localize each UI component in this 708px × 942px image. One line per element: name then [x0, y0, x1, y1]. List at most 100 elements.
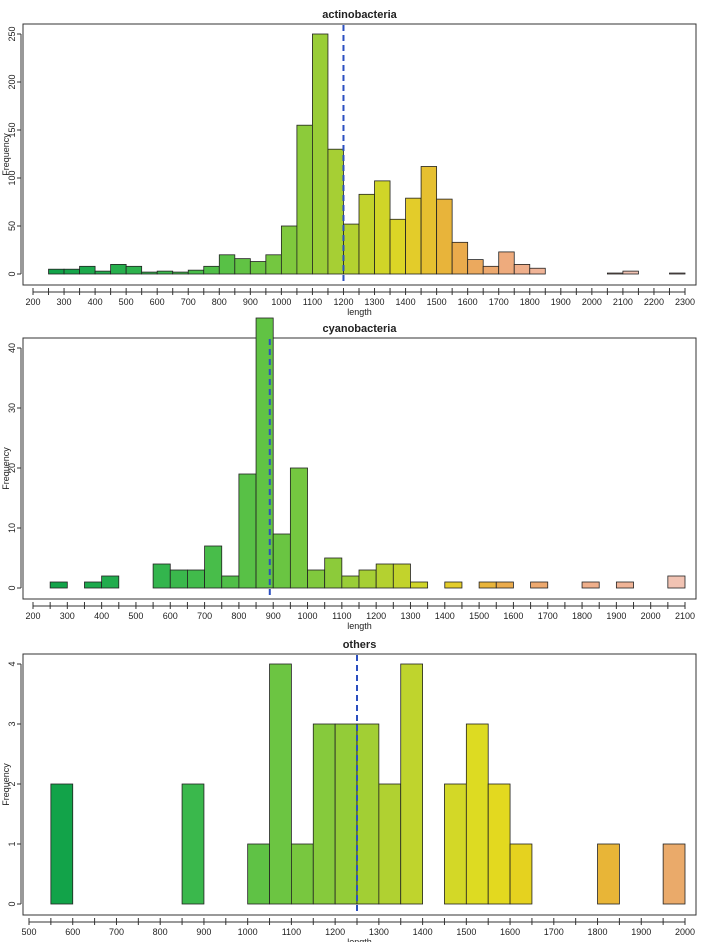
histogram-bar [478, 581, 497, 589]
histogram-bar [662, 843, 686, 905]
histogram-bar [272, 533, 291, 589]
histogram-bar [156, 270, 174, 275]
x-tick-label: 400 [94, 611, 109, 621]
histogram-bar [615, 581, 634, 589]
x-tick-label: 1800 [520, 297, 540, 307]
histogram-bar [238, 473, 257, 589]
histogram-bar [482, 265, 500, 275]
y-tick-label: 2 [7, 781, 17, 786]
histogram-bar [94, 270, 112, 275]
histogram-bar [410, 581, 429, 589]
x-tick-label: 600 [65, 927, 80, 937]
x-tick-label: 2100 [613, 297, 633, 307]
histogram-bar [221, 575, 240, 589]
histogram-bar [79, 265, 96, 275]
histogram-bar [341, 575, 360, 589]
histogram-bar [110, 263, 127, 275]
chart-title: cyanobacteria [323, 323, 398, 335]
x-axis-label: length [347, 937, 372, 942]
x-tick-label: 1300 [400, 611, 420, 621]
x-tick-label: 1100 [282, 927, 301, 937]
histogram-bar [509, 843, 533, 905]
x-tick-label: 1400 [396, 297, 416, 307]
histogram-bar [436, 198, 453, 275]
x-axis-label: length [347, 621, 372, 631]
x-tick-label: 2100 [675, 611, 695, 621]
y-axis-label: Frequency [1, 133, 11, 176]
x-tick-label: 800 [153, 927, 168, 937]
x-tick-label: 200 [25, 297, 40, 307]
x-tick-label: 2000 [582, 297, 602, 307]
histogram-bar [467, 259, 484, 275]
histogram-bar [48, 268, 65, 275]
plot-frame [22, 653, 697, 916]
x-axis-label: length [347, 307, 372, 317]
y-tick-label: 100 [7, 170, 17, 185]
plot-frame [22, 23, 697, 286]
x-tick-label: 700 [181, 297, 196, 307]
histogram-bar [327, 148, 344, 275]
histogram-bar [487, 783, 511, 905]
histogram-bar [358, 569, 377, 589]
histogram-bar [495, 581, 514, 589]
x-tick-label: 200 [25, 611, 40, 621]
chart-title: others [343, 639, 377, 651]
histogram-bar [50, 783, 74, 905]
histogram-bar [249, 261, 267, 275]
x-tick-label: 1900 [551, 297, 571, 307]
x-tick-label: 800 [212, 297, 227, 307]
x-tick-label: 1200 [325, 927, 345, 937]
x-tick-label: 600 [150, 297, 165, 307]
x-tick-label: 900 [243, 297, 258, 307]
histogram-bar [420, 166, 438, 275]
histogram-bar [334, 723, 358, 905]
histogram-bar [667, 575, 686, 589]
histogram-bar [375, 563, 394, 589]
y-axis-label: Frequency [1, 447, 11, 490]
plot-frame [22, 337, 697, 600]
x-tick-label: 1300 [369, 927, 389, 937]
histogram-bar [152, 563, 171, 589]
y-tick-label: 30 [7, 403, 17, 413]
x-tick-label: 500 [21, 927, 36, 937]
x-tick-label: 1900 [606, 611, 626, 621]
histogram-bar [289, 467, 308, 589]
x-tick-label: 1200 [366, 611, 386, 621]
histogram-bar [169, 569, 188, 589]
x-tick-label: 2300 [675, 297, 695, 307]
histogram-bar [84, 581, 103, 589]
x-tick-label: 1000 [238, 927, 258, 937]
histogram-bar [290, 843, 314, 905]
x-tick-label: 700 [197, 611, 212, 621]
x-tick-label: 300 [57, 297, 72, 307]
x-tick-label: 1500 [427, 297, 447, 307]
histogram-bar [63, 268, 80, 275]
histogram-bar [606, 272, 624, 275]
histogram-bar [444, 783, 467, 905]
histogram-bar [203, 265, 220, 275]
x-tick-label: 2200 [644, 297, 664, 307]
x-tick-label: 300 [60, 611, 75, 621]
x-tick-label: 1800 [572, 611, 592, 621]
histogram-bar [172, 271, 189, 275]
y-tick-label: 0 [7, 585, 17, 590]
y-tick-label: 1 [7, 841, 17, 846]
x-tick-label: 1500 [469, 611, 489, 621]
x-tick-label: 1700 [489, 297, 509, 307]
y-tick-label: 10 [7, 523, 17, 533]
x-tick-label: 2000 [641, 611, 661, 621]
y-tick-label: 0 [7, 901, 17, 906]
x-tick-label: 1700 [544, 927, 564, 937]
histogram-bar [581, 581, 600, 589]
histogram-bar [669, 272, 686, 275]
histogram-bar [444, 581, 463, 589]
histogram-bar [187, 569, 205, 589]
x-tick-label: 1200 [333, 297, 353, 307]
histogram-bar [280, 225, 298, 275]
x-tick-label: 1500 [456, 927, 476, 937]
histogram-bar [269, 663, 292, 905]
